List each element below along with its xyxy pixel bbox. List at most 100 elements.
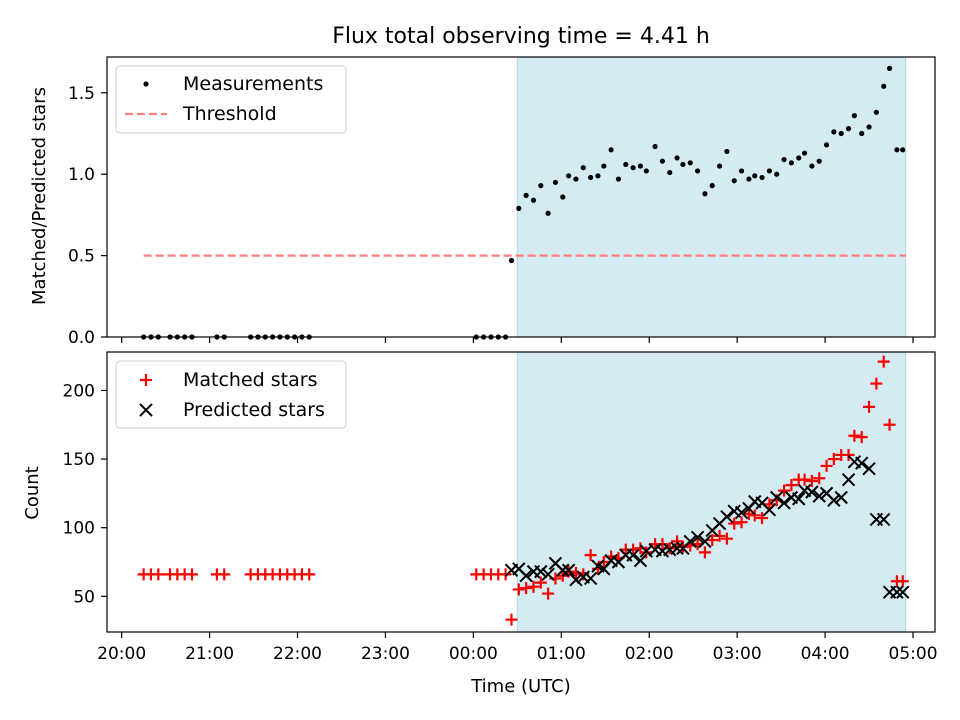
xtick-label: 04:00: [801, 644, 850, 664]
predicted-point: [762, 503, 777, 517]
matched-point: [883, 418, 896, 431]
legend-predicted-marker: [139, 403, 153, 417]
measurement-point: [637, 163, 644, 169]
matched-point: [627, 543, 640, 556]
matched-point: [848, 429, 861, 442]
measurement-point: [900, 147, 906, 153]
measurement-point: [831, 129, 837, 135]
measurement-point: [523, 192, 529, 198]
bottom-legend-frame: [115, 360, 347, 429]
legend-measurements-label: Measurements: [183, 73, 323, 95]
measurement-point: [752, 173, 758, 179]
ytick-label: 50: [73, 587, 95, 607]
legend-threshold-label: Threshold: [182, 103, 277, 125]
ytick-label: 1.0: [68, 165, 95, 185]
measurement-point: [859, 130, 865, 137]
predicted-point: [855, 456, 869, 470]
measurement-point: [573, 176, 579, 182]
measurement-point: [680, 161, 686, 168]
matched-point: [748, 509, 761, 522]
measurement-point: [823, 142, 830, 148]
measurement-point: [801, 150, 808, 156]
top-legend: Measurements Threshold: [115, 65, 347, 134]
measurement-point: [724, 148, 730, 155]
xtick-label: 01:00: [537, 644, 586, 664]
matched-point: [813, 472, 826, 485]
predicted-point: [583, 571, 598, 586]
measurement-point: [608, 147, 614, 153]
matched-point: [778, 484, 791, 497]
predicted-point: [792, 492, 806, 506]
xtick-label: 05:00: [889, 644, 938, 664]
xtick-label: 22:00: [273, 644, 322, 664]
predicted-point: [690, 530, 705, 545]
bottom-xlabel: Time (UTC): [470, 676, 571, 697]
predicted-point: [877, 512, 891, 527]
matched-point: [863, 400, 876, 413]
measurement-point: [731, 178, 737, 184]
measurement-point: [580, 165, 586, 171]
matched-point: [720, 532, 733, 545]
matched-point: [656, 538, 669, 551]
predicted-point: [626, 548, 640, 562]
xtick-label: 03:00: [713, 644, 762, 664]
matched-point: [512, 583, 525, 596]
measurement-point: [759, 174, 765, 181]
measurement-point: [774, 171, 780, 177]
predicted-point: [534, 564, 548, 579]
predicted-point: [812, 489, 826, 503]
predicted-point: [770, 490, 784, 505]
ytick-label: 1.5: [68, 84, 95, 104]
matched-point: [728, 517, 741, 530]
legend-matched-label: Matched stars: [183, 369, 317, 391]
measurement-point: [630, 165, 636, 171]
measurement-point: [667, 169, 673, 176]
matched-point: [855, 431, 868, 444]
measurement-point: [623, 161, 629, 168]
measurement-point: [659, 158, 666, 164]
measurement-point: [516, 205, 522, 211]
matched-point: [542, 587, 555, 600]
matched-point: [756, 512, 769, 525]
measurement-point: [838, 130, 844, 137]
matched-point: [152, 568, 165, 581]
measurement-point: [508, 257, 515, 264]
measurement-point: [545, 210, 551, 216]
matched-point: [706, 534, 719, 547]
bottom-ylabel: Count: [22, 466, 43, 519]
predicted-point: [834, 490, 848, 505]
matched-point: [742, 507, 755, 520]
predicted-point: [720, 509, 734, 524]
axes-frame: [106, 56, 936, 338]
measurement-point: [766, 168, 773, 174]
legend-predicted-label: Predicted stars: [183, 399, 325, 421]
matched-point: [735, 516, 748, 529]
measurement-point: [702, 191, 708, 197]
top-ylabel: Matched/Predicted stars: [29, 87, 50, 305]
measurement-point: [643, 168, 649, 174]
predicted-point: [556, 563, 570, 577]
xtick-label: 21:00: [185, 644, 234, 664]
measurement-point: [781, 156, 787, 163]
matched-point: [877, 355, 890, 368]
xtick-label: 20:00: [97, 644, 146, 664]
measurement-point: [615, 176, 622, 182]
predicted-point: [698, 534, 712, 549]
matched-point: [896, 575, 909, 588]
predicted-point: [561, 563, 576, 577]
predicted-point: [890, 585, 904, 599]
axes-frame: [106, 351, 936, 633]
matched-point: [584, 549, 597, 562]
ytick-label: 150: [63, 450, 95, 470]
ytick-label: 0.5: [68, 247, 95, 267]
matched-point: [527, 580, 540, 593]
ytick-label: 100: [63, 519, 95, 539]
measurement-point: [738, 168, 745, 174]
matched-point: [499, 568, 512, 581]
predicted-point: [633, 553, 648, 568]
measurement-point: [716, 163, 723, 169]
matched-point: [218, 568, 231, 581]
matched-point: [763, 498, 776, 511]
measurement-point: [588, 174, 594, 181]
